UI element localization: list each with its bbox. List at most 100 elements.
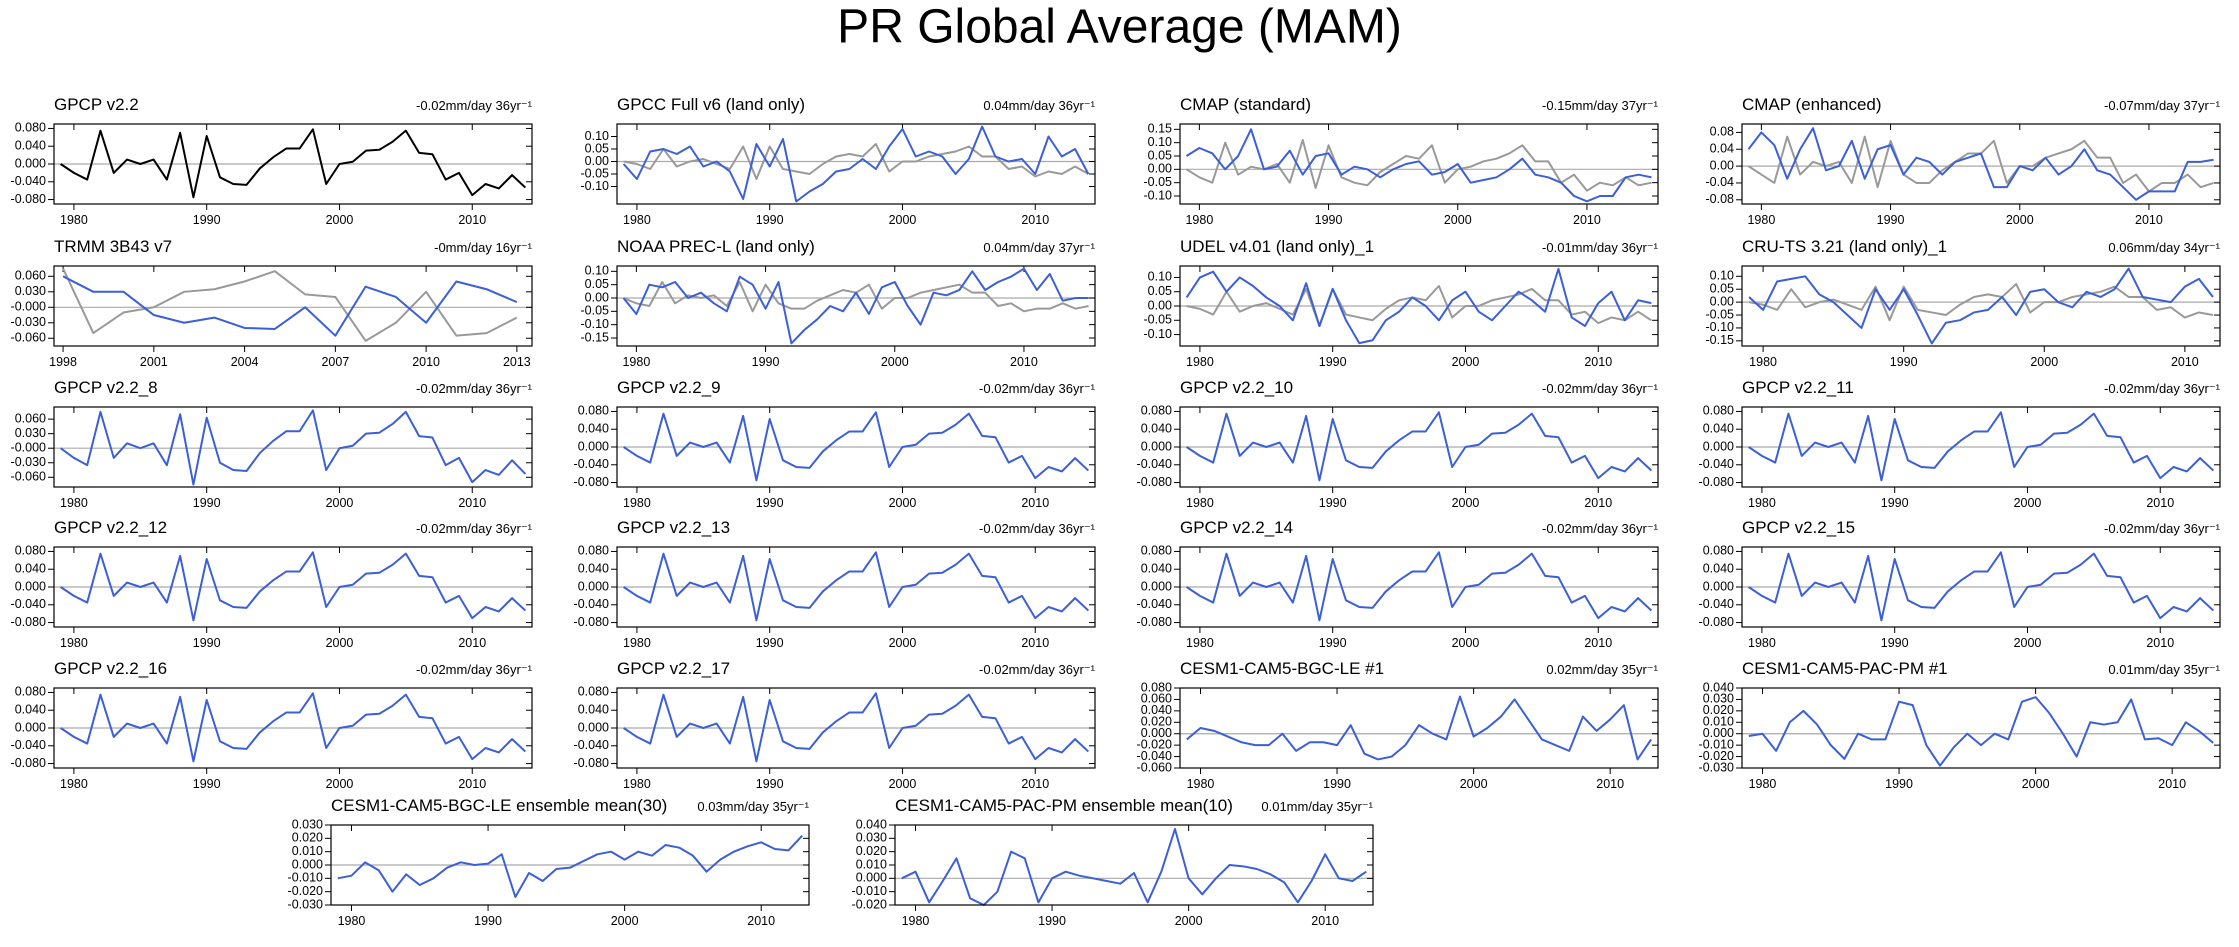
x-tick-label: 2010 — [1573, 213, 1601, 227]
panel: GPCP v2.2_13 -0.02mm/day 36yr⁻¹ 0.080 0.040… — [574, 518, 1096, 650]
x-tick-label: 2000 — [2030, 355, 2058, 369]
plot-frame — [1179, 687, 1659, 769]
x-tick-label: 2000 — [889, 213, 917, 227]
y-tick-label: 0.00 — [585, 290, 609, 304]
plot-frame — [1741, 123, 2221, 205]
y-tick-label: -0.15 — [581, 330, 610, 344]
x-tick-label: 2007 — [321, 355, 349, 369]
x-tick-label: 1980 — [1748, 496, 1776, 510]
series-line — [623, 551, 1090, 622]
y-tick-label: 0.00 — [1710, 294, 1734, 308]
x-tick-label: 1980 — [1187, 777, 1215, 791]
panel: GPCP v2.2_10 -0.02mm/day 36yr⁻¹ 0.080 0.040… — [1137, 378, 1659, 510]
y-tick-label: -0.10 — [1144, 188, 1173, 202]
panel-title: GPCP v2.2_12 — [54, 518, 167, 537]
x-tick-label: 1990 — [1323, 777, 1351, 791]
series-line — [622, 267, 1089, 345]
y-tick-label: 0.000 — [578, 720, 609, 734]
x-tick-label: 1990 — [1890, 355, 1918, 369]
x-tick-label: 1990 — [1885, 777, 1913, 791]
y-tick-label: 0.000 — [856, 871, 887, 885]
panel: CRU-TS 3.21 (land only)_1 0.06mm/day 34yr… — [1706, 237, 2221, 369]
plot-frame — [616, 406, 1096, 488]
series-line — [60, 409, 527, 486]
x-tick-label: 2010 — [1584, 496, 1612, 510]
y-tick-label: -0.040 — [1137, 597, 1172, 611]
y-tick-label: -0.05 — [1706, 307, 1735, 321]
panel: GPCP v2.2_12 -0.02mm/day 36yr⁻¹ 0.080 0.040… — [11, 518, 533, 650]
panel: GPCP v2.2_16 -0.02mm/day 36yr⁻¹ 0.080 0.040… — [11, 659, 533, 791]
y-tick-label: 0.000 — [578, 439, 609, 453]
y-tick-label: -0.10 — [581, 317, 610, 331]
x-tick-label: 2010 — [458, 636, 486, 650]
plot-frame — [1741, 265, 2221, 347]
y-tick-label: -0.030 — [288, 897, 323, 911]
x-tick-label: 2000 — [1452, 636, 1480, 650]
y-tick-label: -0.040 — [11, 174, 46, 188]
y-tick-label: 0.040 — [1703, 562, 1734, 576]
y-tick-label: -0.040 — [1699, 457, 1734, 471]
plot-frame — [330, 824, 810, 906]
panel: CESM1-CAM5-PAC-PM ensemble mean(10) 0.01m… — [852, 796, 1374, 928]
y-tick-label: 0.00 — [1148, 162, 1172, 176]
trend-annotation: -0.02mm/day 36yr⁻¹ — [979, 521, 1096, 536]
x-tick-label: 2010 — [458, 777, 486, 791]
x-tick-label: 1980 — [1186, 636, 1214, 650]
panel-title: GPCP v2.2_13 — [617, 518, 730, 537]
x-tick-label: 2000 — [889, 496, 917, 510]
x-tick-label: 1990 — [474, 914, 502, 928]
y-tick-label: 0.10 — [1148, 270, 1172, 284]
x-tick-label: 1980 — [338, 914, 366, 928]
x-tick-label: 1980 — [623, 496, 651, 510]
x-tick-label: 2010 — [458, 213, 486, 227]
y-tick-label: -0.080 — [11, 615, 46, 629]
y-tick-label: 0.010 — [1703, 715, 1734, 729]
plot-frame — [1741, 406, 2221, 488]
x-tick-label: 2010 — [1311, 914, 1339, 928]
y-tick-label: 0.040 — [1703, 680, 1734, 694]
y-tick-label: 0.000 — [1141, 726, 1172, 740]
y-tick-label: 0.000 — [15, 720, 46, 734]
panel: CESM1-CAM5-BGC-LE #1 0.02mm/day 35yr⁻¹ 0.0… — [1137, 659, 1659, 791]
y-tick-label: 0.000 — [15, 579, 46, 593]
x-tick-label: 2010 — [2146, 496, 2174, 510]
y-tick-label: -0.030 — [11, 315, 46, 329]
plot-frame — [616, 546, 1096, 628]
series-line — [1748, 411, 2215, 482]
series-line — [1747, 127, 2214, 201]
x-tick-label: 2010 — [1584, 355, 1612, 369]
y-tick-label: -0.010 — [1699, 737, 1734, 751]
y-tick-label: 0.000 — [292, 857, 323, 871]
x-tick-label: 1980 — [1748, 636, 1776, 650]
plot-frame — [1179, 546, 1659, 628]
y-tick-label: 0.010 — [292, 844, 323, 858]
trend-annotation: 0.06mm/day 34yr⁻¹ — [2108, 240, 2220, 255]
x-tick-label: 1980 — [1185, 213, 1213, 227]
y-tick-label: 0.020 — [1703, 703, 1734, 717]
y-tick-label: -0.040 — [574, 597, 609, 611]
x-tick-label: 1980 — [1749, 777, 1777, 791]
y-tick-label: -0.080 — [574, 615, 609, 629]
y-tick-label: -0.080 — [1137, 615, 1172, 629]
y-tick-label: 0.000 — [1703, 726, 1734, 740]
trend-annotation: -0.02mm/day 36yr⁻¹ — [416, 381, 533, 396]
panel-title: GPCP v2.2_15 — [1742, 518, 1855, 537]
x-tick-label: 1990 — [1319, 636, 1347, 650]
y-tick-label: 0.030 — [15, 426, 46, 440]
plot-frame — [616, 687, 1096, 769]
x-tick-label: 2010 — [1584, 636, 1612, 650]
series-line — [60, 692, 527, 763]
plot-frame — [1179, 265, 1659, 347]
x-tick-label: 1980 — [60, 213, 88, 227]
x-tick-label: 1980 — [623, 213, 651, 227]
y-tick-label: -0.040 — [574, 738, 609, 752]
y-tick-label: 0.000 — [1141, 579, 1172, 593]
panel: GPCC Full v6 (land only) 0.04mm/day 36yr⁻… — [581, 95, 1096, 227]
figure-title: PR Global Average (MAM) — [837, 1, 1402, 54]
panel-title: CMAP (enhanced) — [1742, 95, 1882, 114]
y-tick-label: -0.040 — [1137, 457, 1172, 471]
series-line — [1185, 128, 1652, 203]
series-line — [62, 268, 518, 342]
trend-annotation: -0.01mm/day 36yr⁻¹ — [1542, 240, 1659, 255]
